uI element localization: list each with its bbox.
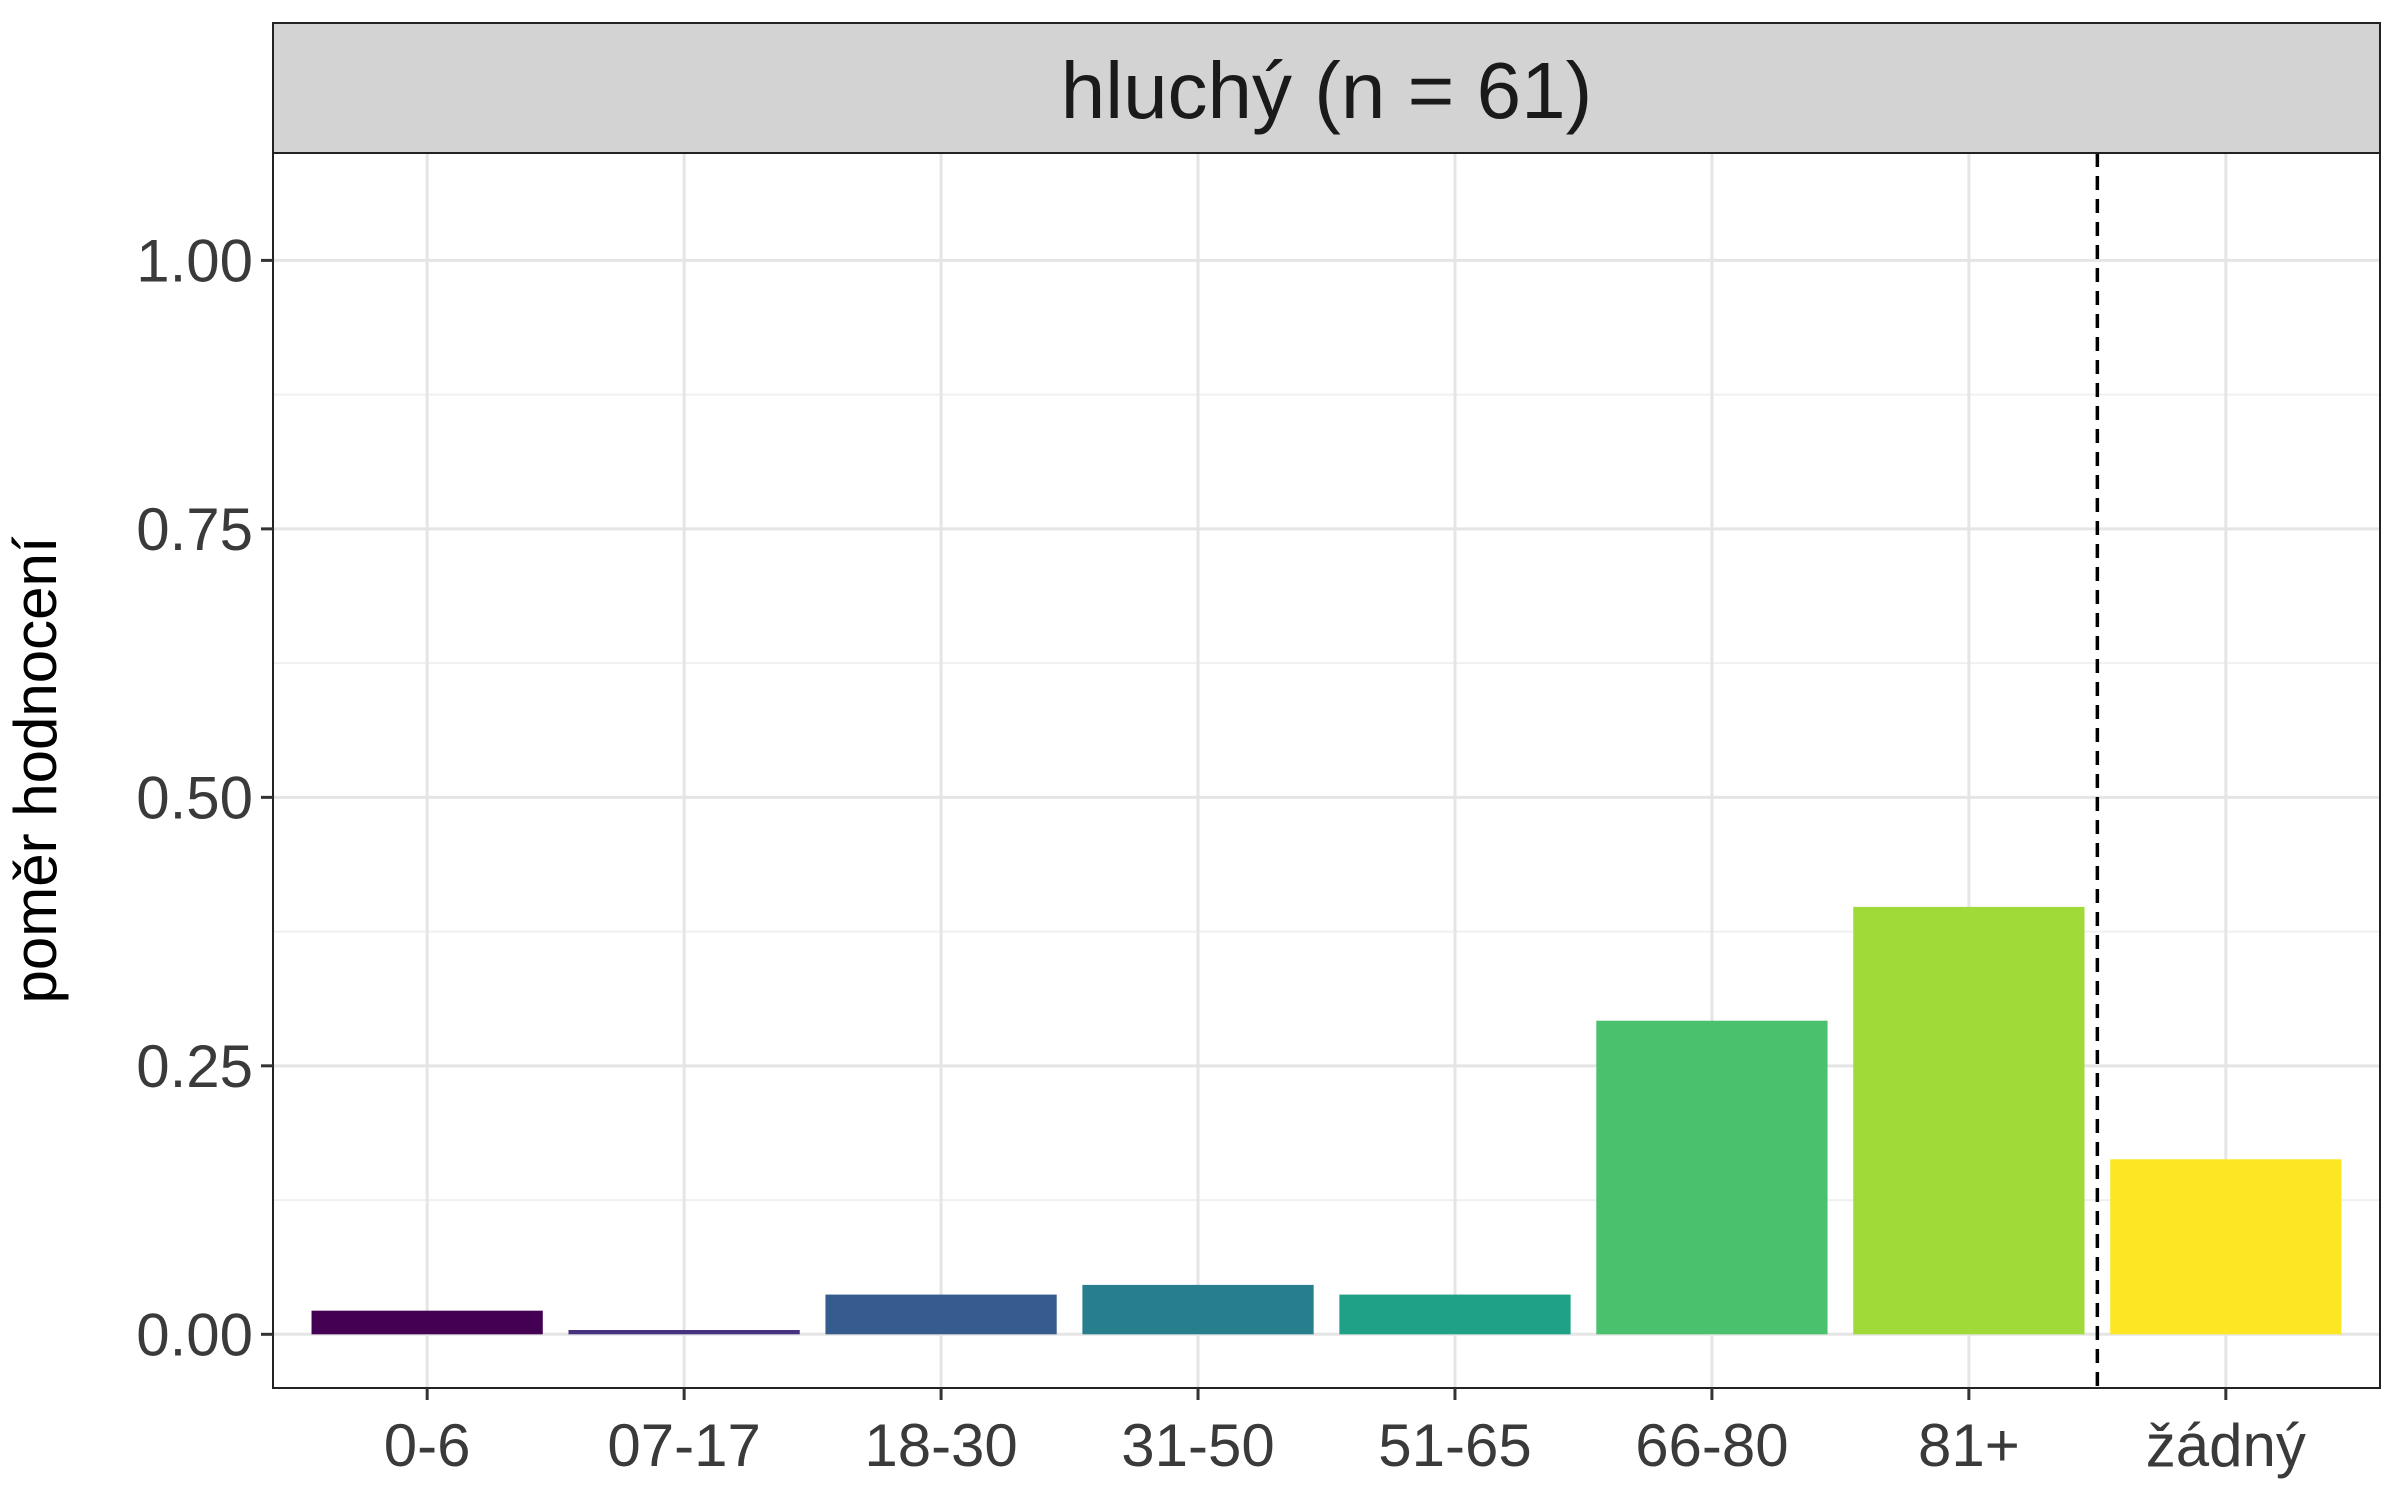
x-tick-label: 66-80	[1635, 1412, 1788, 1479]
y-axis-title: poměr hodnocení	[2, 536, 69, 1003]
facet-strip	[272, 22, 2381, 154]
x-tick-label: 18-30	[864, 1412, 1017, 1479]
x-tick-label: 0-6	[384, 1412, 471, 1479]
bar-81+	[1853, 906, 2085, 1335]
bar-žádný	[2110, 1159, 2342, 1335]
facet-title: hluchý (n = 61)	[1061, 46, 1592, 135]
grid-lines	[273, 153, 2380, 1388]
x-tick-label: 07-17	[607, 1412, 760, 1479]
x-tick-label: 31-50	[1121, 1412, 1274, 1479]
x-tick-label: 81+	[1918, 1412, 2020, 1479]
plot-panel-border	[272, 152, 2381, 1389]
x-tick-label: žádný	[2146, 1412, 2306, 1479]
bar-31-50	[1082, 1284, 1314, 1335]
y-tick-label: 0.50	[136, 764, 253, 831]
bar-0-6	[311, 1310, 543, 1335]
bar-51-65	[1339, 1294, 1571, 1335]
y-tick-label: 0.75	[136, 496, 253, 563]
y-tick-label: 0.00	[136, 1301, 253, 1368]
bar-07-17	[568, 1330, 800, 1335]
x-tick-label: 51-65	[1378, 1412, 1531, 1479]
y-tick-label: 0.25	[136, 1033, 253, 1100]
bar-18-30	[825, 1294, 1057, 1335]
y-tick-label: 1.00	[136, 227, 253, 294]
bars	[311, 906, 2342, 1335]
bar-66-80	[1596, 1020, 1828, 1335]
axes: 0.00 0.25 0.50 0.75 1.00 0-6 07-17 18-30 31-50 51…	[136, 227, 2306, 1479]
